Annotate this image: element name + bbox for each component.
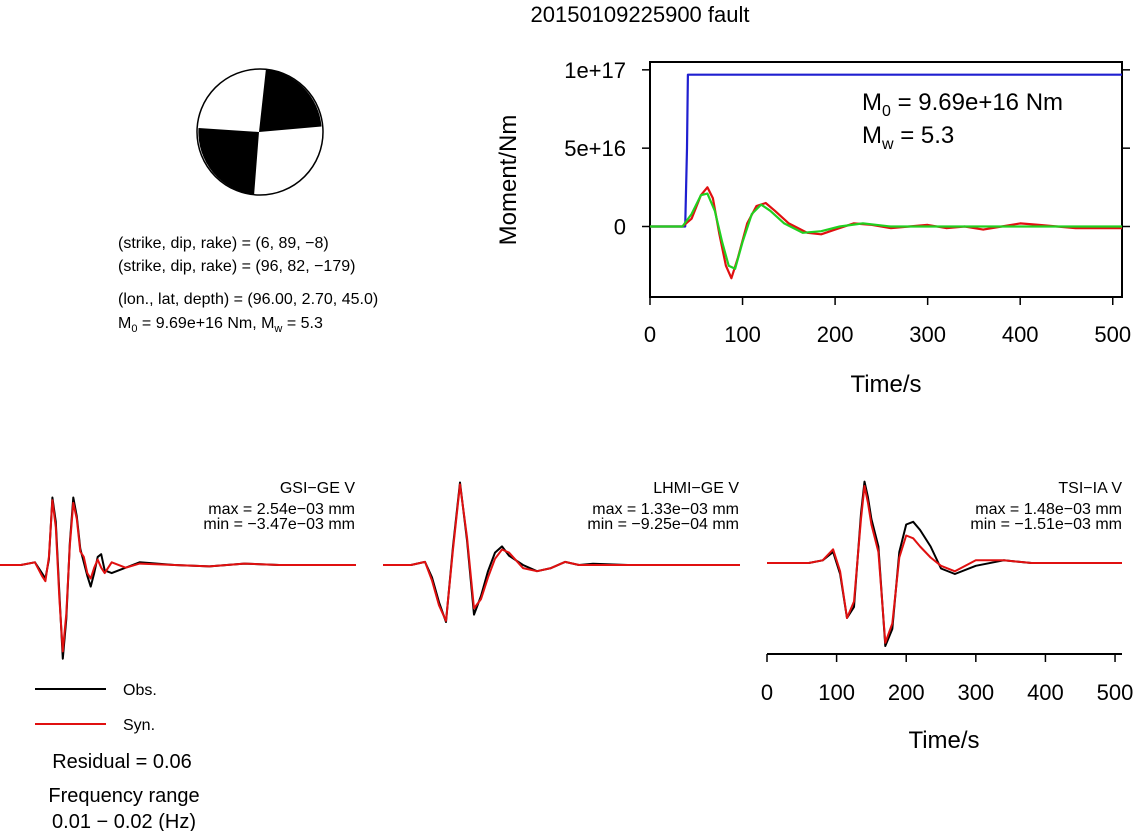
x-tick-label: 200 (888, 680, 925, 705)
station-label: LHMI−GE V (653, 480, 739, 497)
x-tick-label: 200 (817, 322, 854, 347)
legend-syn-label: Syn. (123, 717, 155, 734)
tsi-x-axis: 0 100 200 300 400 500 (761, 653, 1134, 705)
waveform-panel-tsi-ia: TSI−IA V max = 1.48e−03 mm min = −1.51e−… (761, 480, 1134, 754)
x-tick-label: 0 (761, 680, 773, 705)
model-rate-line (650, 192, 1122, 270)
min-label: min = −3.47e−03 mm (203, 516, 355, 533)
x-tick-label: 0 (644, 322, 656, 347)
y-tick-label: 0 (614, 215, 626, 240)
moment-annotation-m0: M0 = 9.69e+16 Nm (862, 89, 1063, 120)
tsi-x-label: Time/s (908, 727, 979, 754)
moment-chart: 1e+17 5e+16 0 0 100 200 300 400 500 Moment/Nm T… (495, 58, 1131, 398)
x-tick-label: 500 (1097, 680, 1134, 705)
waveform-traces (383, 481, 740, 623)
station-label: TSI−IA V (1058, 480, 1122, 497)
synthetic-waveform (767, 485, 1122, 644)
min-label: min = −1.51e−03 mm (970, 516, 1122, 533)
waveform-traces (0, 496, 356, 660)
y-tick-label: 5e+16 (564, 136, 626, 161)
waveform-panel-gsi-ge: GSI−GE V max = 2.54e−03 mm min = −3.47e−… (0, 480, 356, 660)
moment-series-group (650, 73, 1122, 280)
moment-y-axis: 1e+17 5e+16 0 (564, 58, 1130, 240)
beachball-quadrant-sw (198, 128, 259, 195)
synthetic-waveform (383, 483, 740, 622)
beachball-quadrant-ne (259, 69, 322, 132)
x-tick-label: 400 (1027, 680, 1064, 705)
plane2-text: (strike, dip, rake) = (96, 82, −179) (118, 258, 355, 275)
max-label: max = 1.33e−03 mm (592, 501, 739, 518)
frequency-range-title: Frequency range (48, 785, 199, 807)
station-label: GSI−GE V (280, 480, 355, 497)
moment-x-label: Time/s (850, 371, 921, 398)
x-tick-label: 300 (909, 322, 946, 347)
x-tick-label: 100 (724, 322, 761, 347)
min-label: min = −9.25e−04 mm (587, 516, 739, 533)
moment-annotation-mw: Mw = 5.3 (862, 122, 954, 153)
legend-obs-label: Obs. (123, 682, 157, 699)
max-label: max = 1.48e−03 mm (975, 501, 1122, 518)
mechanism-info: (strike, dip, rake) = (6, 89, −8) (strik… (118, 235, 378, 335)
moment-text: M0 = 9.69e+16 Nm, Mw = 5.3 (118, 315, 323, 335)
x-tick-label: 100 (818, 680, 855, 705)
max-label: max = 2.54e−03 mm (208, 501, 355, 518)
x-tick-label: 300 (957, 680, 994, 705)
legend: Obs. Syn. (35, 682, 157, 734)
moment-y-label: Moment/Nm (495, 115, 522, 246)
waveform-traces (767, 480, 1122, 647)
plane1-text: (strike, dip, rake) = (6, 89, −8) (118, 235, 329, 252)
synthetic-waveform (0, 499, 356, 653)
y-tick-label: 1e+17 (564, 58, 626, 83)
beachball (196, 68, 324, 196)
residual-text: Residual = 0.06 (52, 751, 192, 773)
x-tick-label: 400 (1002, 322, 1039, 347)
figure-title: 20150109225900 fault (531, 2, 750, 27)
moment-chart-frame (649, 61, 1123, 298)
x-tick-label: 500 (1094, 322, 1131, 347)
waveform-panel-lhmi-ge: LHMI−GE V max = 1.33e−03 mm min = −9.25e… (383, 480, 740, 623)
moment-x-axis: 0 100 200 300 400 500 (644, 297, 1131, 347)
frequency-range-value: 0.01 − 0.02 (Hz) (52, 811, 196, 831)
location-text: (lon., lat, depth) = (96.00, 2.70, 45.0) (118, 291, 378, 308)
